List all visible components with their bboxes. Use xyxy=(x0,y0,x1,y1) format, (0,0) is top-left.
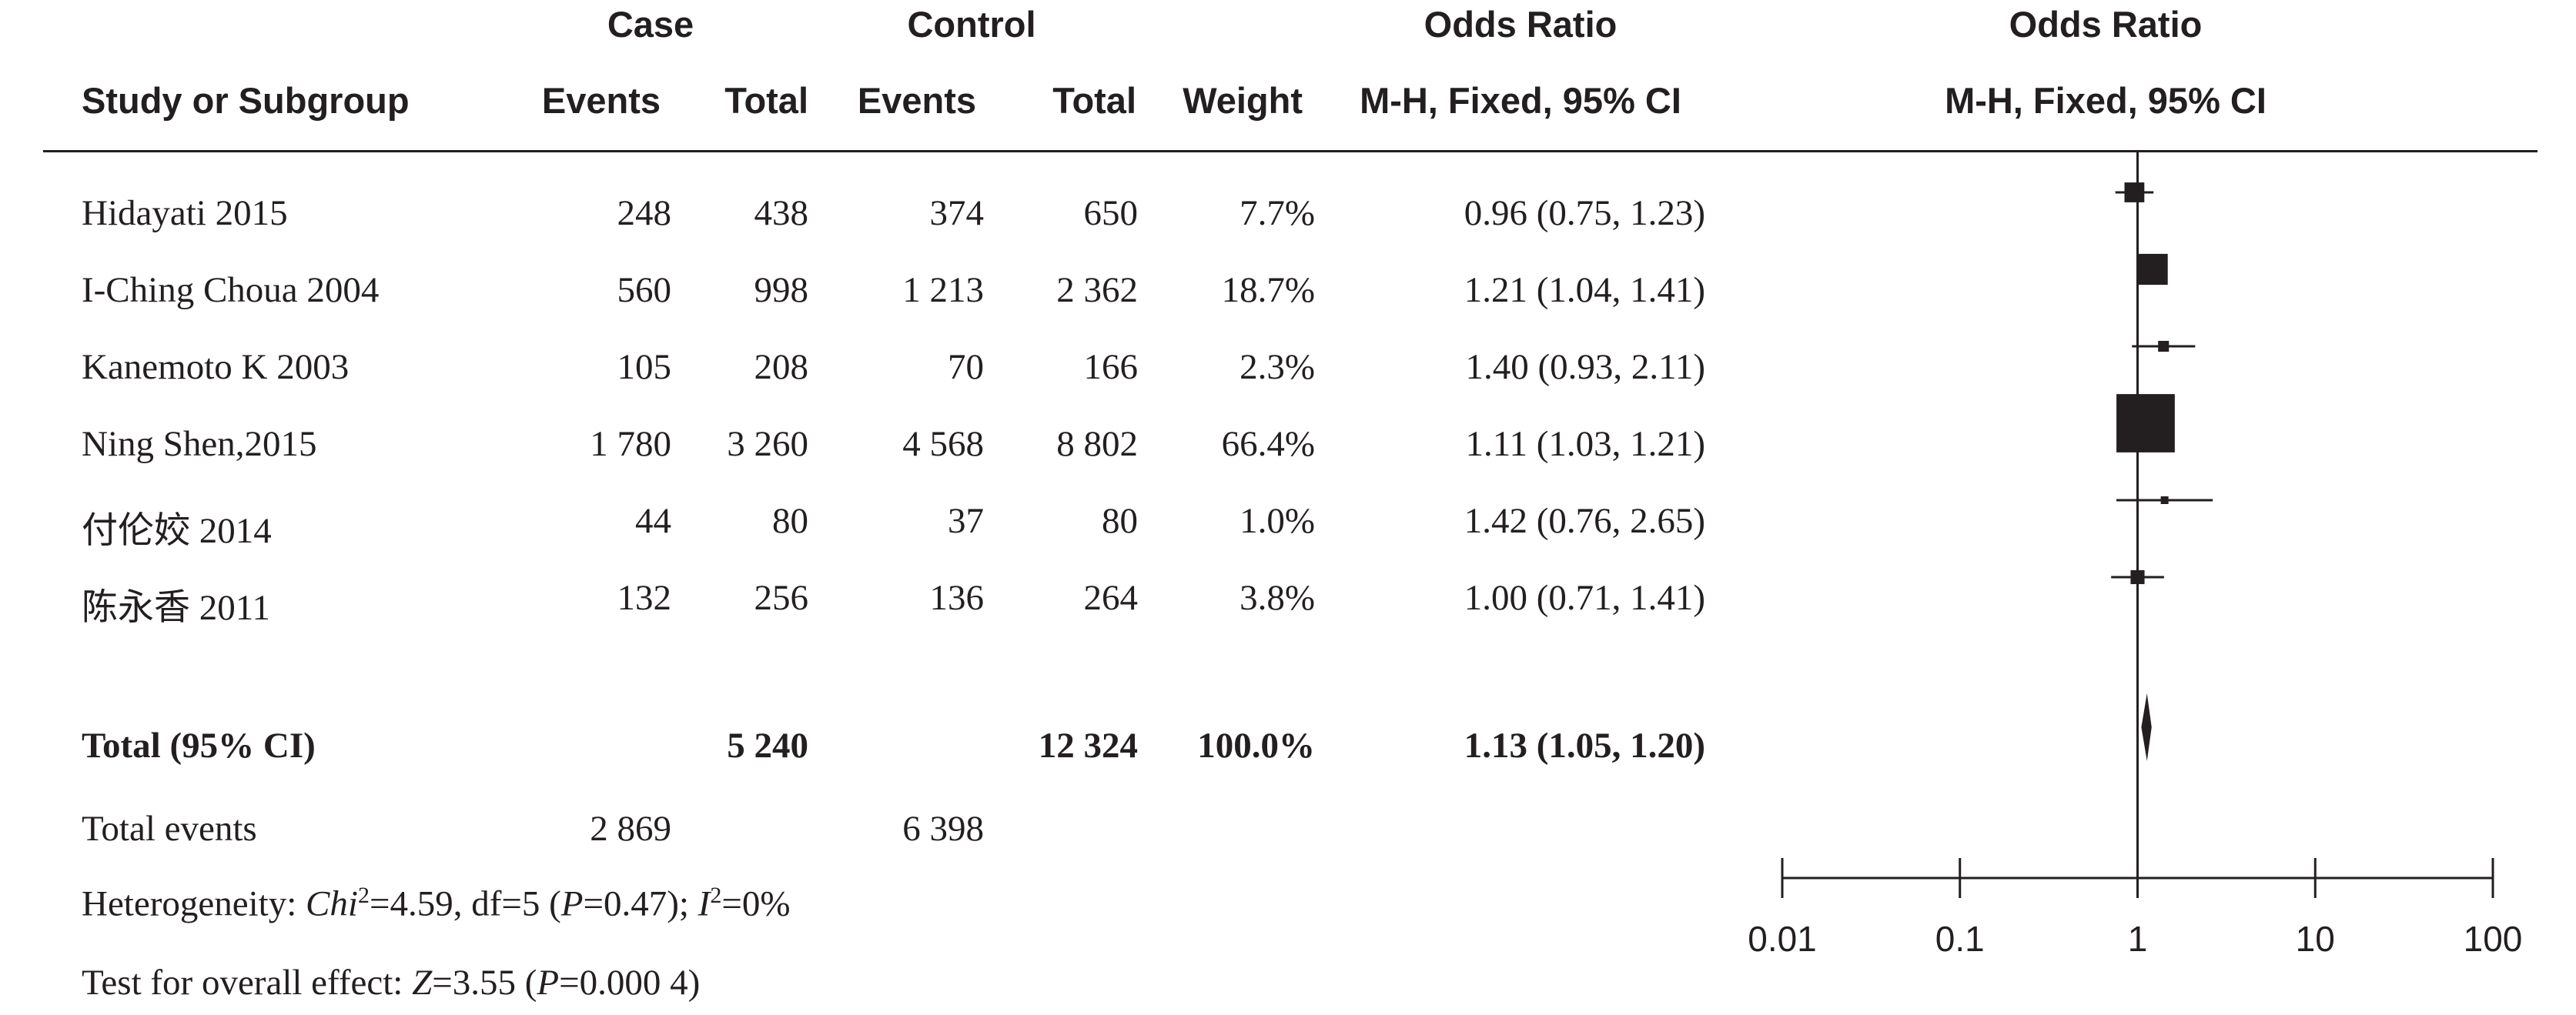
control-events-header: Events xyxy=(857,80,976,121)
odds-ratio-plot-title: Odds Ratio xyxy=(2009,4,2203,45)
control-total: 166 xyxy=(1083,347,1139,387)
study-name: 陈永香 2011 xyxy=(82,588,271,628)
case-total: 256 xyxy=(754,578,809,618)
control-events: 136 xyxy=(929,578,985,618)
i-squared-value: =0% xyxy=(721,883,791,924)
total-control-total: 12 324 xyxy=(1038,726,1138,766)
chi-superscript: 2 xyxy=(357,883,370,908)
overall-effect-line: Test for overall effect: Z=3.55 (P=0.000… xyxy=(82,962,700,1003)
study-marker xyxy=(2158,340,2170,352)
i-squared-label: I xyxy=(698,883,711,924)
case-total: 3 260 xyxy=(727,424,808,464)
heterogeneity-line: Heterogeneity: Chi2=4.59, df=5 (P=0.47);… xyxy=(82,883,791,925)
odds-ratio-ci: 0.96 (0.75, 1.23) xyxy=(1464,193,1705,233)
total-events-control: 6 398 xyxy=(902,809,984,849)
or-method-plot-header: M-H, Fixed, 95% CI xyxy=(1945,80,2267,121)
total-label: Total (95% CI) xyxy=(82,726,316,766)
control-total: 264 xyxy=(1083,578,1139,618)
chi-label: Chi xyxy=(306,883,358,924)
overall-p-label: P xyxy=(537,963,560,1003)
control-total: 2 362 xyxy=(1056,270,1138,310)
header-rule xyxy=(43,150,2538,152)
weight: 1.0% xyxy=(1239,501,1315,541)
z-value: =3.55 ( xyxy=(432,963,537,1003)
x-tick-label: 0.1 xyxy=(1935,919,1985,959)
case-events-header: Events xyxy=(541,80,661,121)
x-tick-label: 10 xyxy=(2296,919,2335,959)
overall-p-value: =0.000 4) xyxy=(559,963,701,1003)
z-label: Z xyxy=(412,963,433,1003)
odds-ratio-ci: 1.21 (1.04, 1.41) xyxy=(1464,270,1705,310)
control-events: 1 213 xyxy=(902,270,984,310)
odds-ratio-table-title: Odds Ratio xyxy=(1423,4,1618,45)
study-marker xyxy=(2116,394,2175,452)
case-group-header: Case xyxy=(607,4,694,45)
control-group-header: Control xyxy=(907,4,1036,45)
weight-header: Weight xyxy=(1183,80,1303,121)
control-events: 4 568 xyxy=(902,424,984,464)
x-tick-label: 100 xyxy=(2464,919,2523,959)
study-marker xyxy=(2136,253,2168,285)
case-events: 248 xyxy=(617,193,672,233)
case-total: 208 xyxy=(754,347,809,387)
study-name: Kanemoto K 2003 xyxy=(82,347,350,387)
weight: 2.3% xyxy=(1239,347,1315,387)
case-events: 44 xyxy=(635,501,671,541)
case-events: 560 xyxy=(617,270,672,310)
control-events: 374 xyxy=(929,193,985,233)
case-total-header: Total xyxy=(724,80,808,121)
or-method-table-header: M-H, Fixed, 95% CI xyxy=(1360,80,1681,121)
study-name: Ning Shen,2015 xyxy=(82,424,317,464)
x-tick-label: 1 xyxy=(2128,919,2148,959)
i-superscript: 2 xyxy=(710,883,722,908)
case-total: 438 xyxy=(754,193,809,233)
case-events: 1 780 xyxy=(590,424,671,464)
study-marker xyxy=(2130,569,2145,585)
heterogeneity-prefix: Heterogeneity: xyxy=(82,883,306,924)
study-name: 付伦姣 2014 xyxy=(82,511,272,551)
control-total: 8 802 xyxy=(1056,424,1138,464)
chi-value: =4.59, df=5 ( xyxy=(369,883,561,924)
case-total: 998 xyxy=(754,270,809,310)
weight: 7.7% xyxy=(1239,193,1315,233)
study-marker xyxy=(2124,182,2145,202)
overall-effect-prefix: Test for overall effect: xyxy=(82,963,413,1003)
control-events: 70 xyxy=(948,347,984,387)
total-odds-ratio-ci: 1.13 (1.05, 1.20) xyxy=(1464,726,1705,766)
case-total: 80 xyxy=(772,501,808,541)
x-tick-label: 0.01 xyxy=(1748,919,1817,959)
study-column-header: Study or Subgroup xyxy=(82,80,410,121)
control-events: 37 xyxy=(948,501,984,541)
p-value: =0.47); xyxy=(583,883,698,924)
control-total: 650 xyxy=(1083,193,1139,233)
weight: 3.8% xyxy=(1239,578,1315,618)
total-events-label: Total events xyxy=(82,809,257,849)
odds-ratio-ci: 1.42 (0.76, 2.65) xyxy=(1464,501,1705,541)
total-case-total: 5 240 xyxy=(727,726,808,766)
odds-ratio-ci: 1.00 (0.71, 1.41) xyxy=(1464,578,1705,618)
weight: 66.4% xyxy=(1221,424,1315,464)
odds-ratio-ci: 1.40 (0.93, 2.11) xyxy=(1465,347,1705,387)
study-name: Hidayati 2015 xyxy=(82,193,288,233)
study-marker xyxy=(2160,496,2169,504)
pooled-diamond xyxy=(2141,693,2152,761)
case-events: 132 xyxy=(617,578,672,618)
control-total: 80 xyxy=(1102,501,1138,541)
case-events: 105 xyxy=(617,347,672,387)
study-name: I-Ching Choua 2004 xyxy=(82,270,380,310)
weight: 18.7% xyxy=(1221,270,1315,310)
p-label: P xyxy=(560,883,584,924)
total-events-case: 2 869 xyxy=(590,809,671,849)
odds-ratio-ci: 1.11 (1.03, 1.21) xyxy=(1465,424,1705,464)
control-total-header: Total xyxy=(1052,80,1136,121)
total-weight: 100.0% xyxy=(1197,726,1315,766)
